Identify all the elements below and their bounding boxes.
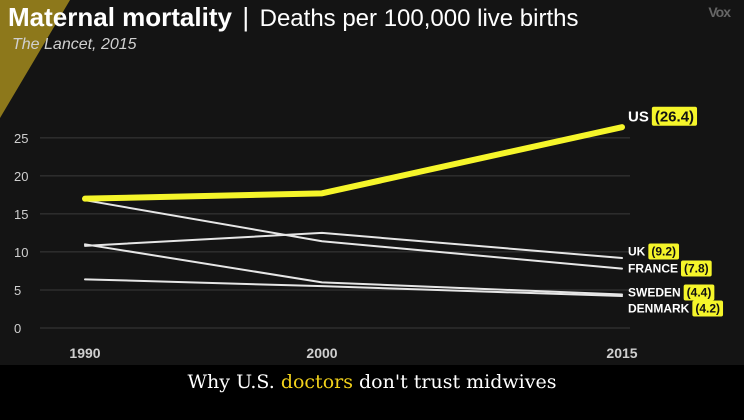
value-badge-france <box>681 260 712 277</box>
x-tick-label: 1990 <box>69 345 100 361</box>
value-badge-denmark <box>692 300 724 317</box>
chart-stage: Maternal mortality | Deaths per 100,000 … <box>0 0 731 361</box>
x-tick-label: 2000 <box>306 345 337 361</box>
title-main: Maternal mortality <box>8 2 232 32</box>
value-label-uk: (9.2) <box>651 244 676 258</box>
series-label-uk: UK <box>628 244 646 258</box>
value-label-us: (26.4) <box>655 108 694 125</box>
y-tick-label: 15 <box>14 207 28 222</box>
line-chart: 0 5 10 15 20 25 1990 2000 2015 US (26.4) UK (9.2) FRA… <box>14 106 724 361</box>
title-subtitle: Deaths per 100,000 live births <box>259 5 579 32</box>
y-tick-label: 0 <box>14 321 21 336</box>
caption-highlight: doctors <box>280 371 353 393</box>
series-line-sweden <box>84 243 623 296</box>
series-label-sweden: SWEDEN <box>628 285 681 299</box>
y-tick-label: 5 <box>14 283 21 298</box>
series-line-france <box>84 199 623 270</box>
caption-bar: Why U.S. doctors don't trust midwives <box>0 365 744 420</box>
value-label-france: (7.8) <box>684 261 709 275</box>
series-line-denmark <box>84 278 623 298</box>
video-caption: Why U.S. doctors don't trust midwives <box>0 371 744 393</box>
value-badge-uk <box>648 243 680 260</box>
x-tick-label: 2015 <box>606 345 637 361</box>
series-label-france: FRANCE <box>628 261 678 275</box>
series-label-us: US <box>628 108 649 125</box>
caption-after: don't trust midwives <box>359 371 557 393</box>
series-line-us <box>82 124 625 202</box>
value-badge-us <box>651 106 698 126</box>
series-line-uk <box>84 231 623 260</box>
y-tick-label: 25 <box>14 131 28 146</box>
y-tick-label: 10 <box>14 245 28 260</box>
caption-before: Why U.S. <box>187 371 275 393</box>
value-label-denmark: (4.2) <box>695 301 720 315</box>
source-note: The Lancet, 2015 <box>12 36 137 53</box>
value-badge-sweden <box>683 284 715 301</box>
y-tick-label: 20 <box>14 169 28 184</box>
chart-title: Maternal mortality | Deaths per 100,000 … <box>8 2 578 33</box>
title-separator: | <box>242 2 250 32</box>
series-label-denmark: DENMARK <box>628 301 690 315</box>
corner-accent <box>0 0 70 118</box>
vox-logo: Vox <box>708 4 731 20</box>
value-label-sweden: (4.4) <box>687 285 712 299</box>
